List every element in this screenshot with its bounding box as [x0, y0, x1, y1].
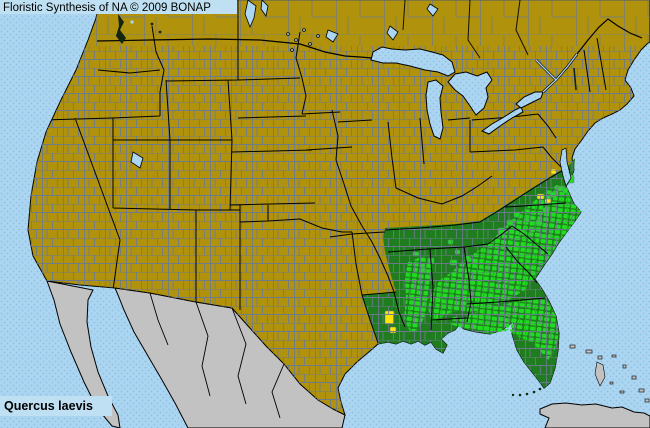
minnesota-lake	[290, 48, 294, 52]
cuba-land	[539, 402, 650, 428]
lake-huron	[447, 71, 493, 116]
canada-border	[96, 18, 643, 59]
canada-lake	[386, 25, 399, 41]
puget-sound	[116, 14, 162, 44]
minnesota-lake	[286, 32, 290, 36]
chesapeake-bay	[559, 147, 572, 187]
minnesota-lake	[316, 34, 320, 38]
lake-ontario	[515, 91, 544, 109]
lake-michigan	[425, 79, 444, 140]
mexico-state-borders	[149, 292, 285, 419]
state-borders	[44, 0, 607, 344]
great-salt-lake	[130, 151, 144, 169]
lake-of-the-woods	[325, 29, 339, 43]
bahamas-islands	[569, 344, 650, 403]
st-lawrence-river	[535, 53, 579, 93]
great-lakes	[370, 46, 544, 140]
map-title: Floristic Synthesis of NA © 2009 BONAP	[3, 2, 211, 14]
species-name: Quercus laevis	[4, 399, 93, 413]
canada-province-borders	[237, 0, 529, 59]
species-label-box: Quercus laevis	[0, 396, 112, 416]
baja-peninsula	[46, 280, 121, 428]
lake-champlain	[573, 67, 577, 91]
title-box: Floristic Synthesis of NA © 2009 BONAP	[0, 0, 237, 14]
lake-superior	[370, 46, 456, 77]
canada-lake	[426, 3, 439, 17]
florida-keys	[511, 387, 542, 397]
lake-winnipeg	[244, 0, 257, 29]
lake-erie	[480, 106, 524, 135]
minnesota-lake	[302, 28, 306, 32]
lake-manitoba	[260, 0, 269, 17]
inland-lakes	[130, 0, 439, 169]
minnesota-lake	[294, 38, 298, 42]
minnesota-lake	[308, 42, 312, 46]
